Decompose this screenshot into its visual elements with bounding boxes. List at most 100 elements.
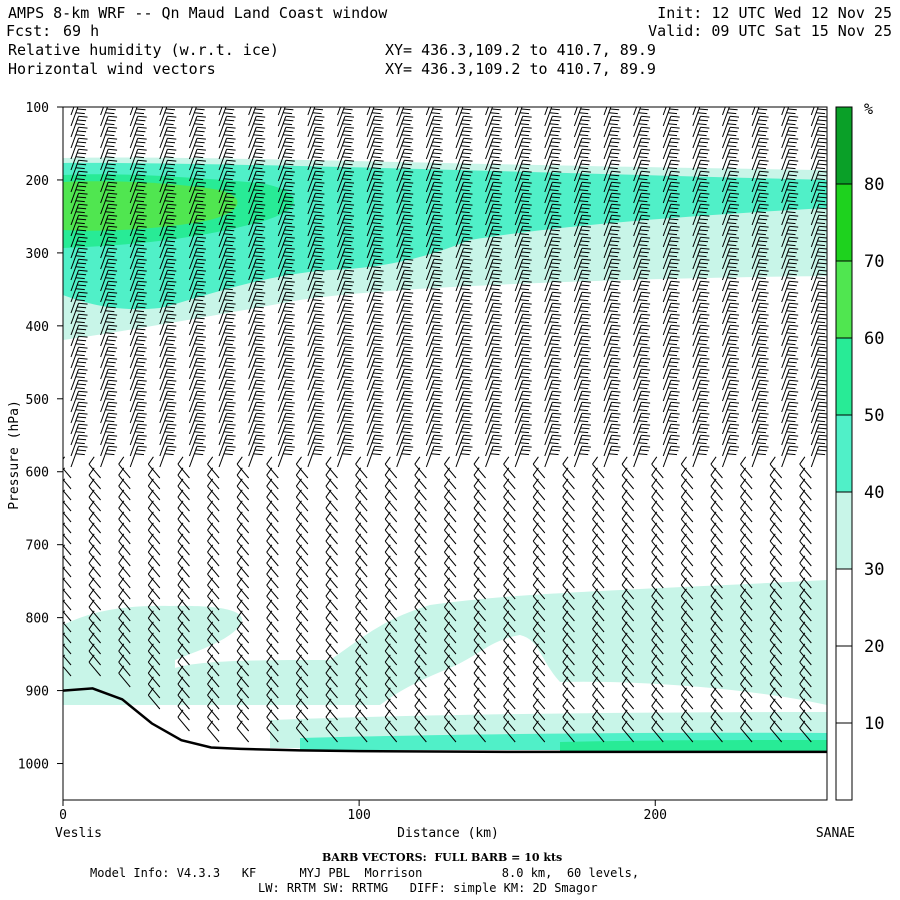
wind-barb bbox=[485, 291, 503, 314]
wind-barb bbox=[337, 115, 355, 138]
wind-barb bbox=[722, 107, 738, 127]
wind-barb bbox=[236, 720, 250, 743]
wind-barb bbox=[70, 335, 88, 358]
wind-barb bbox=[277, 203, 295, 226]
wind-barb bbox=[325, 709, 338, 732]
wind-barb bbox=[485, 390, 503, 413]
wind-barb bbox=[592, 522, 605, 545]
wind-barb bbox=[485, 107, 490, 116]
wind-barb bbox=[781, 258, 799, 281]
wind-barb bbox=[443, 467, 457, 490]
wind-barb bbox=[722, 357, 740, 380]
wind-barb bbox=[266, 698, 279, 721]
wind-barb bbox=[769, 720, 783, 743]
wind-barb bbox=[177, 522, 190, 545]
wind-barb bbox=[633, 159, 651, 182]
wind-barb bbox=[384, 621, 398, 644]
wind-barb bbox=[514, 357, 532, 380]
wind-barb bbox=[769, 698, 783, 721]
wind-barb bbox=[781, 324, 799, 347]
wind-barb bbox=[781, 357, 799, 380]
wind-barb bbox=[651, 533, 664, 556]
wind-barb bbox=[325, 632, 338, 655]
wind-barb bbox=[485, 203, 503, 226]
y-tick-label: 400 bbox=[26, 320, 49, 335]
wind-barb bbox=[100, 445, 118, 468]
wind-barb bbox=[277, 148, 295, 171]
wind-barb bbox=[63, 555, 72, 578]
wind-barb bbox=[544, 445, 562, 468]
forecast-label: Fcst: bbox=[6, 22, 52, 40]
wind-barb bbox=[603, 236, 621, 259]
wind-barb bbox=[485, 225, 503, 248]
wind-barb bbox=[88, 577, 101, 600]
wind-barb bbox=[633, 192, 651, 215]
wind-barb bbox=[710, 555, 723, 578]
wind-barb bbox=[414, 478, 427, 501]
wind-barb bbox=[266, 489, 279, 512]
wind-barb bbox=[100, 280, 118, 303]
wind-barb bbox=[662, 137, 680, 160]
wind-barb bbox=[692, 192, 710, 215]
wind-barb bbox=[188, 379, 206, 402]
wind-barb bbox=[562, 665, 575, 688]
wind-barb bbox=[651, 621, 664, 644]
wind-barb bbox=[603, 324, 621, 347]
wind-barb bbox=[662, 192, 680, 215]
wind-barb bbox=[325, 687, 338, 710]
wind-barb bbox=[425, 247, 443, 270]
wind-barb bbox=[781, 107, 786, 116]
wind-barb bbox=[384, 489, 398, 512]
wind-barb bbox=[592, 720, 605, 743]
wind-barb bbox=[692, 247, 710, 270]
wind-barb bbox=[810, 107, 827, 127]
wind-barb bbox=[503, 478, 516, 501]
wind-barb bbox=[218, 192, 236, 215]
wind-barb bbox=[455, 390, 473, 413]
wind-barb bbox=[680, 566, 694, 589]
wind-barb bbox=[651, 500, 664, 523]
wind-barb bbox=[722, 159, 740, 182]
wind-barb bbox=[573, 401, 591, 424]
wind-barb bbox=[70, 291, 88, 314]
wind-barb bbox=[295, 533, 309, 556]
wind-barb bbox=[751, 335, 769, 358]
wind-barb bbox=[443, 555, 457, 578]
wind-barb bbox=[781, 434, 799, 457]
wind-barb bbox=[337, 107, 353, 127]
wind-barb bbox=[473, 577, 486, 600]
wind-barb bbox=[485, 137, 503, 160]
wind-barb bbox=[188, 126, 206, 149]
wind-barb bbox=[799, 511, 812, 534]
wind-barb bbox=[384, 698, 398, 721]
wind-barb bbox=[70, 192, 88, 215]
y-axis-title: Pressure (hPa) bbox=[7, 400, 22, 510]
wind-barb bbox=[544, 159, 562, 182]
wind-barb bbox=[769, 566, 783, 589]
wind-barb bbox=[414, 676, 427, 699]
wind-barb bbox=[366, 269, 384, 292]
wind-barb bbox=[740, 632, 753, 655]
wind-barb bbox=[277, 170, 295, 193]
wind-barb bbox=[366, 302, 384, 325]
wind-barb bbox=[740, 643, 753, 666]
wind-barb bbox=[751, 346, 769, 369]
wind-barb bbox=[295, 621, 309, 644]
wind-barb bbox=[455, 324, 473, 347]
wind-barb bbox=[147, 643, 161, 666]
wind-barb bbox=[722, 107, 726, 116]
wind-barb bbox=[633, 170, 651, 193]
wind-barb bbox=[218, 324, 236, 347]
wind-barb bbox=[159, 368, 177, 391]
wind-barb bbox=[414, 456, 427, 479]
wind-barb bbox=[781, 214, 799, 237]
wind-barb bbox=[337, 313, 355, 336]
wind-barb bbox=[532, 522, 546, 545]
wind-barb bbox=[710, 478, 723, 501]
wind-barb bbox=[680, 643, 694, 666]
wind-barb bbox=[473, 720, 486, 743]
wind-barb bbox=[662, 225, 680, 248]
wind-barb bbox=[503, 511, 516, 534]
chart-title: AMPS 8-km WRF -- Qn Maud Land Coast wind… bbox=[8, 4, 388, 22]
wind-barb bbox=[532, 489, 546, 512]
